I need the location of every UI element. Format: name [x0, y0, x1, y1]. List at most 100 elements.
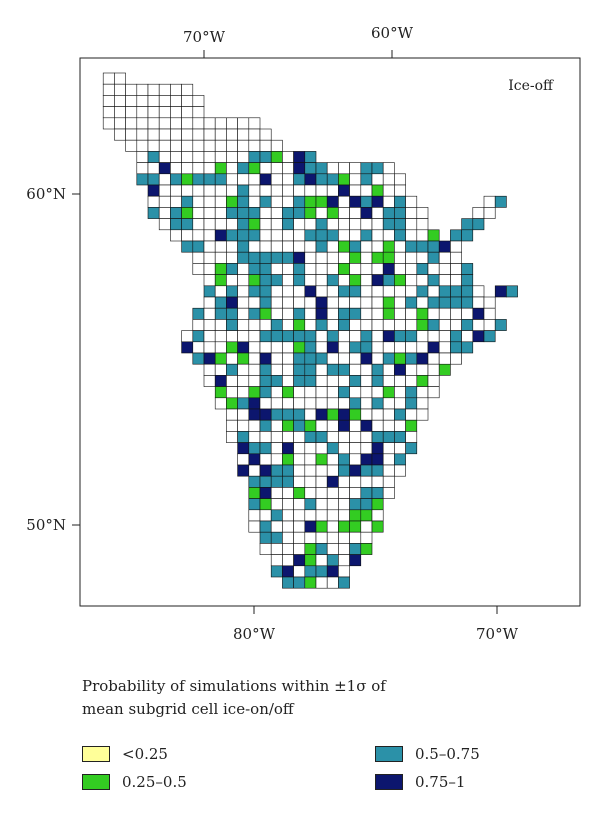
grid-cell [405, 363, 418, 376]
grid-cell [259, 464, 272, 477]
grid-cell [248, 285, 261, 298]
grid-cell [315, 520, 328, 533]
grid-cell [349, 419, 362, 432]
grid-cell [181, 341, 194, 354]
grid-cell [214, 330, 227, 343]
grid-cell [326, 207, 339, 219]
grid-cell [394, 218, 406, 231]
grid-cell [360, 240, 373, 253]
grid-cell [270, 251, 283, 264]
grid-cell [371, 240, 384, 253]
grid-cell [293, 397, 306, 410]
grid-cell [226, 397, 238, 410]
grid-cell [270, 408, 283, 421]
grid-cell [293, 319, 306, 331]
grid-cell [170, 229, 182, 242]
grid-cell [304, 330, 317, 343]
grid-cell [181, 207, 194, 219]
grid-cell [214, 139, 227, 152]
grid-cell [349, 408, 362, 421]
grid-cell [360, 195, 373, 208]
grid-cell [315, 453, 328, 466]
grid-cell [438, 352, 451, 365]
grid-cell [237, 195, 250, 208]
grid-cell [315, 162, 328, 175]
grid-cell [226, 386, 238, 399]
grid-cell [326, 464, 339, 477]
grid-cell [282, 319, 294, 331]
grid-cell [371, 319, 384, 331]
grid-cell [360, 319, 373, 331]
grid-cell [371, 464, 384, 477]
grid-cell [248, 397, 261, 410]
grid-cell [349, 330, 362, 343]
grid-cell [270, 184, 283, 197]
grid-cell [304, 554, 317, 567]
grid-cell [338, 565, 350, 578]
grid-cell [472, 207, 485, 219]
grid-cell [438, 263, 451, 275]
grid-cell [394, 173, 406, 186]
grid-cell [326, 431, 339, 443]
grid-cell [349, 251, 362, 264]
grid-cell [371, 375, 384, 387]
grid-cell [259, 543, 272, 555]
grid-cell [416, 263, 429, 275]
grid-cell [203, 162, 216, 175]
grid-cell [326, 442, 339, 455]
legend-swatch-05-075 [375, 746, 403, 762]
grid-cell [315, 397, 328, 410]
grid-cell [304, 341, 317, 354]
grid-cell [259, 386, 272, 399]
grid-cell [405, 442, 418, 455]
grid-cell [371, 307, 384, 320]
grid-cell [461, 218, 474, 231]
grid-cell [147, 117, 160, 130]
grid-cell [326, 543, 339, 555]
grid-cell [338, 487, 350, 499]
grid-cell [192, 341, 205, 354]
grid-cell [450, 285, 462, 298]
grid-cell [349, 195, 362, 208]
grid-cell [326, 341, 339, 354]
grid-cell [192, 195, 205, 208]
grid-cell [315, 263, 328, 275]
grid-cell [158, 162, 171, 175]
grid-cell [371, 285, 384, 298]
grid-cell [450, 263, 462, 275]
grid-cell [326, 319, 339, 331]
grid-cell [248, 352, 261, 365]
grid-cell [315, 184, 328, 197]
grid-cell [248, 509, 261, 522]
grid-cell [147, 151, 160, 163]
grid-cell [450, 319, 462, 331]
grid-cell [382, 352, 395, 365]
legend-item-05-075: 0.5–0.75 [375, 745, 480, 763]
grid-cell [360, 341, 373, 354]
grid-cell [371, 341, 384, 354]
grid-cell [203, 285, 216, 298]
grid-cell [326, 184, 339, 197]
grid-cell [326, 554, 339, 567]
grid-cell [181, 218, 194, 231]
grid-cell [293, 487, 306, 499]
grid-cell [315, 375, 328, 387]
grid-cell [203, 263, 216, 275]
grid-cell [315, 498, 328, 511]
grid-cell [438, 363, 451, 376]
grid-cell [226, 431, 238, 443]
grid-cell [293, 330, 306, 343]
grid-cell [338, 475, 350, 488]
grid-cell [214, 240, 227, 253]
grid-cell [203, 363, 216, 376]
grid-cell [382, 431, 395, 443]
grid-cell [170, 218, 182, 231]
grid-cell [226, 229, 238, 242]
grid-cell [349, 207, 362, 219]
grid-cell [226, 296, 238, 309]
grid-cell [304, 162, 317, 175]
grid-cell [282, 464, 294, 477]
grid-cell [237, 419, 250, 432]
grid-cell [315, 442, 328, 455]
left-tick-label-50n: 50°N [26, 516, 66, 534]
